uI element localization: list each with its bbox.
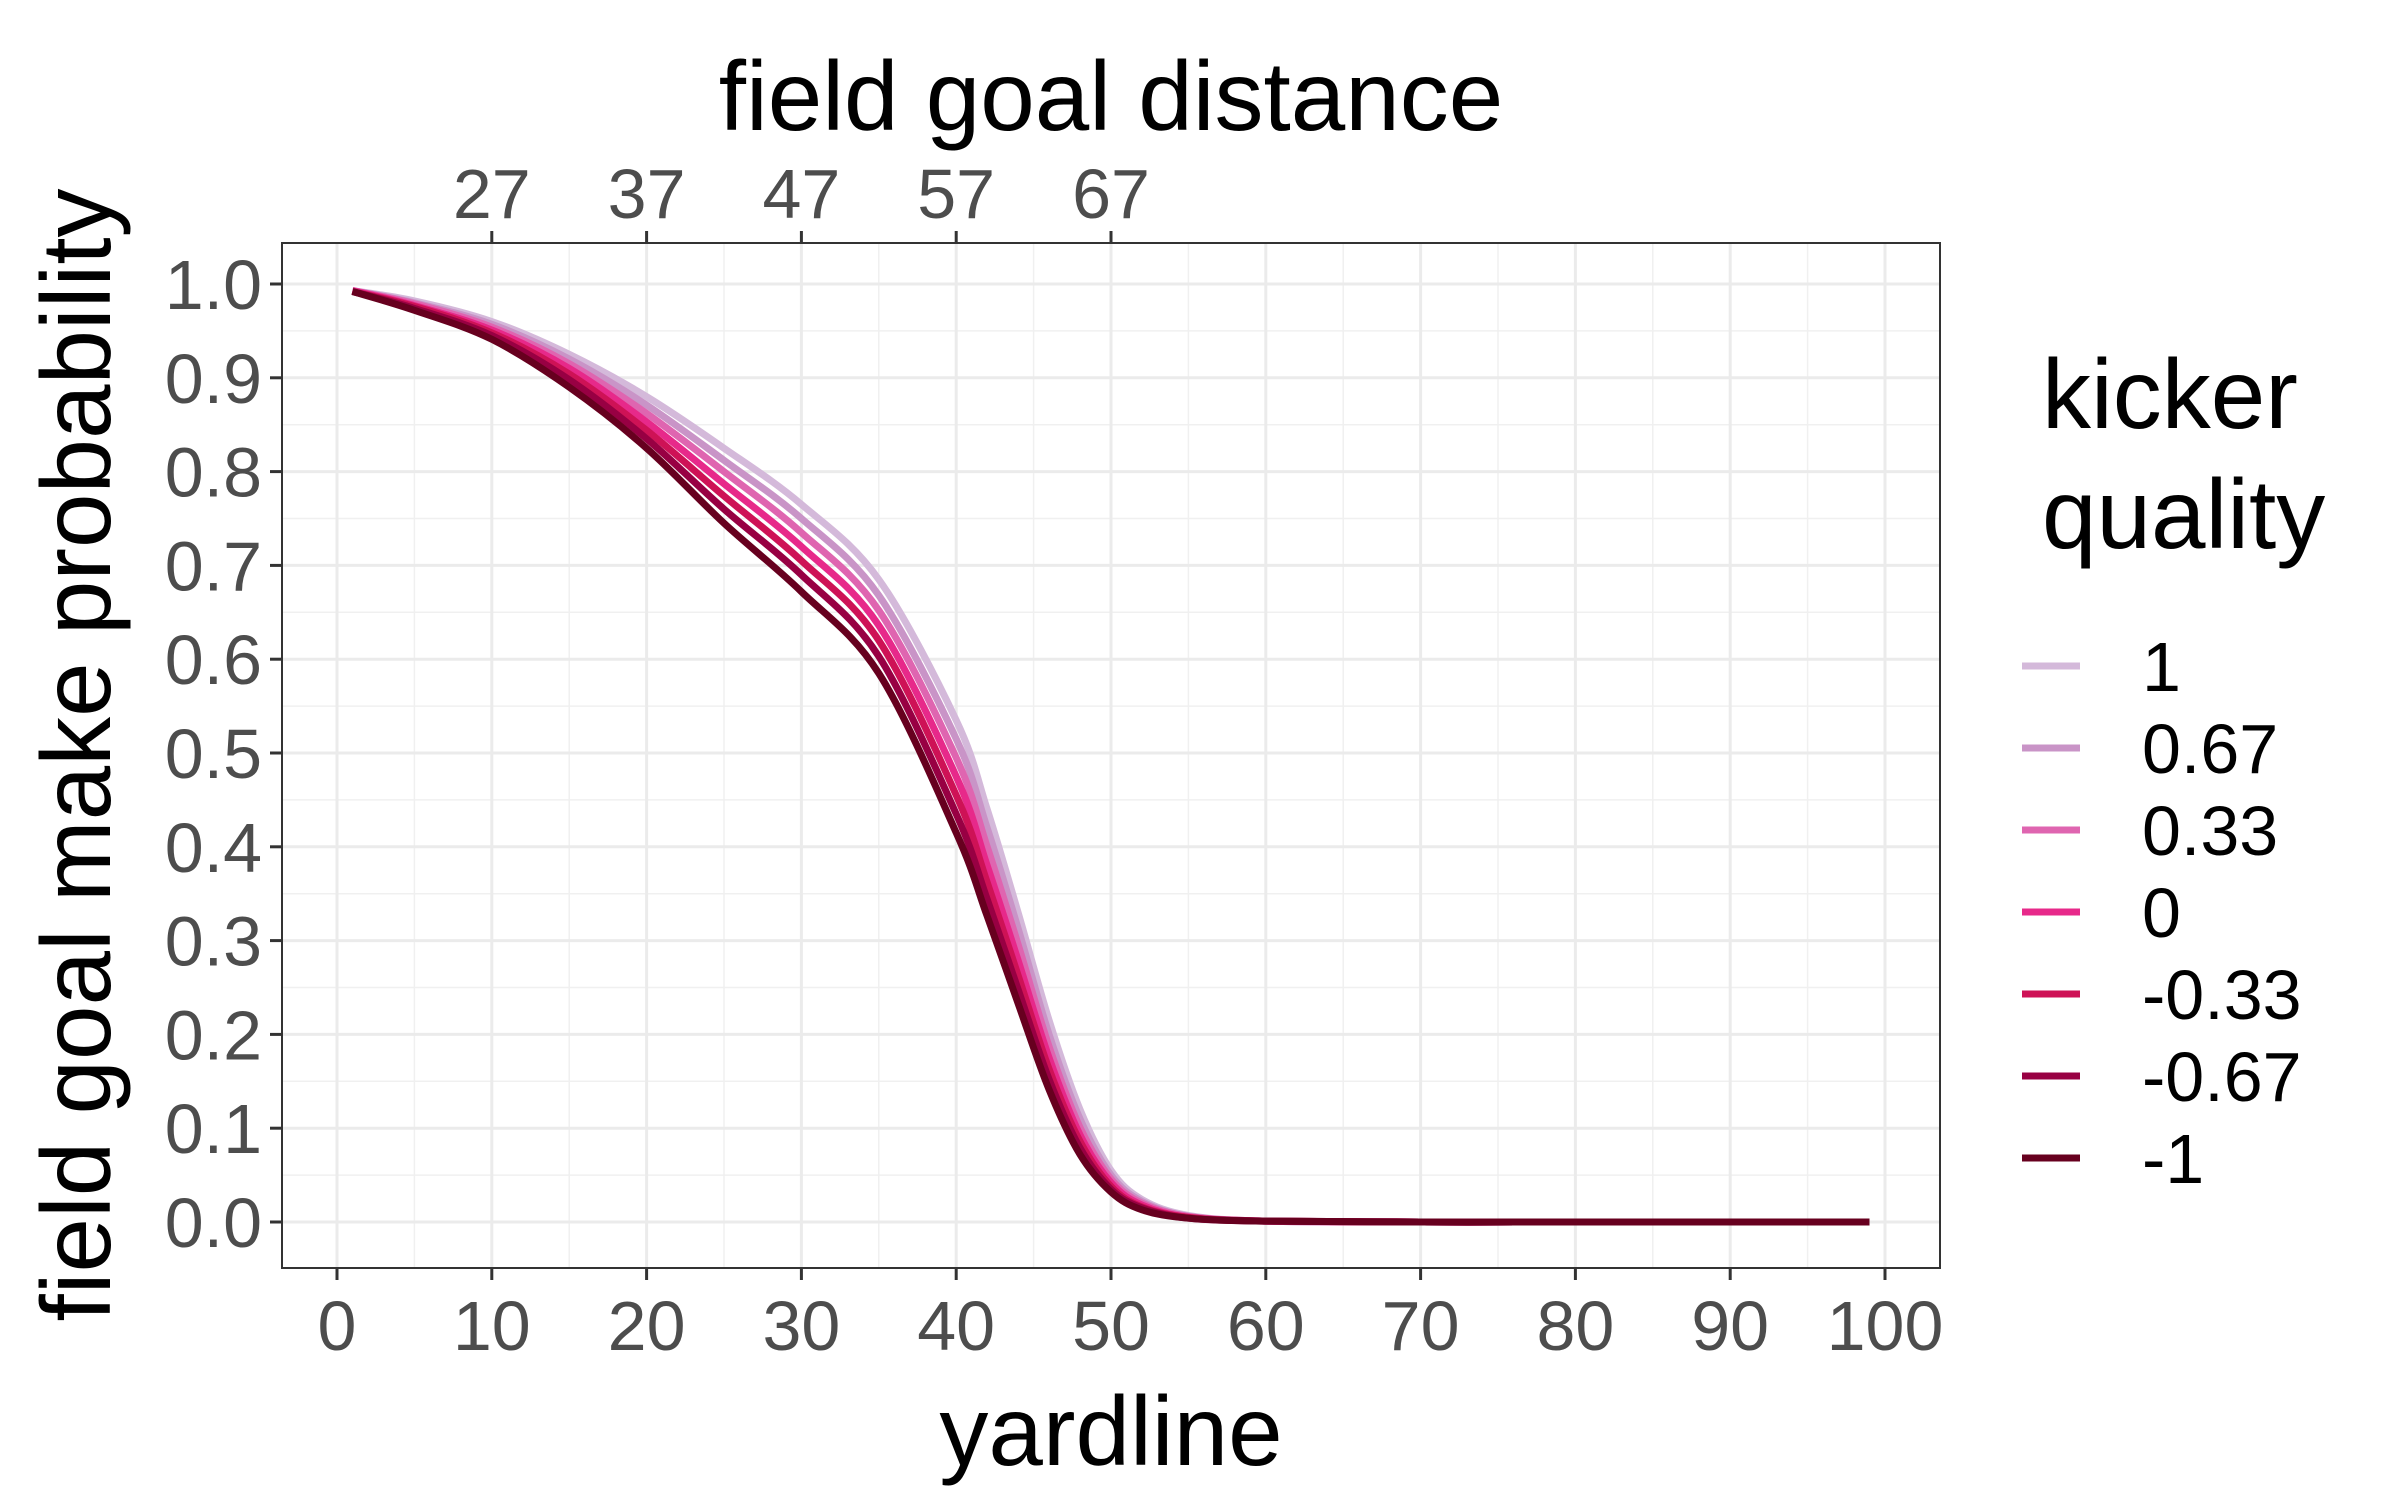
legend-items: 10.670.330-0.33-0.67-1: [2022, 628, 2302, 1198]
x-tick-label: 30: [762, 1287, 840, 1365]
legend-title-line: quality: [2042, 459, 2325, 569]
legend-label--1: -1: [2142, 1120, 2204, 1198]
x-tick-label: 20: [608, 1287, 686, 1365]
y-tick-label: 0.8: [165, 434, 262, 512]
y-tick-label: 0.6: [165, 621, 262, 699]
legend: kicker quality 10.670.330-0.33-0.67-1: [2022, 339, 2325, 1198]
x-axis-title: yardline: [939, 1376, 1282, 1486]
y-tick-label: 0.9: [165, 340, 262, 418]
secondary-x-tick-labels: 27 37 47 57 67: [453, 155, 1150, 233]
y-tick-label: 0.0: [165, 1184, 262, 1262]
x-tick-label: 90: [1691, 1287, 1769, 1365]
legend-label-1: 1: [2142, 628, 2181, 706]
x-tick-label: 10: [453, 1287, 531, 1365]
axis-ticks: [270, 231, 1887, 1280]
grid-major: [282, 243, 1940, 1268]
secondary-x-axis-title: field goal distance: [719, 41, 1504, 151]
y-tick-label: 0.3: [165, 903, 262, 981]
y-tick-label: 0.2: [165, 996, 262, 1074]
legend-title: kicker quality: [2042, 339, 2325, 569]
secondary-x-tick-label: 57: [917, 155, 995, 233]
legend-label-0: 0: [2142, 874, 2181, 952]
secondary-x-tick-label: 47: [762, 155, 840, 233]
legend-label-0.33: 0.33: [2142, 792, 2278, 870]
x-tick-label: 60: [1227, 1287, 1305, 1365]
secondary-x-tick-label: 67: [1072, 155, 1150, 233]
secondary-x-tick-label: 27: [453, 155, 531, 233]
secondary-x-tick-label: 37: [608, 155, 686, 233]
y-tick-label: 0.7: [165, 527, 262, 605]
legend-label-0.67: 0.67: [2142, 710, 2278, 788]
x-tick-label: 50: [1072, 1287, 1150, 1365]
y-tick-labels: 0.0 0.1 0.2 0.3 0.4 0.5 0.6 0.7 0.8 0.9 1.0: [165, 246, 262, 1262]
series-lines: [351, 287, 1870, 1226]
x-tick-label: 0: [318, 1287, 357, 1365]
y-tick-label: 0.1: [165, 1090, 262, 1168]
series-line--1: [351, 288, 1870, 1226]
legend-label--0.33: -0.33: [2142, 956, 2302, 1034]
legend-title-line: kicker: [2042, 339, 2298, 449]
legend-label--0.67: -0.67: [2142, 1038, 2302, 1116]
x-tick-label: 100: [1827, 1287, 1944, 1365]
x-tick-label: 70: [1382, 1287, 1460, 1365]
y-axis-title: field goal make probability: [21, 188, 131, 1321]
y-tick-label: 0.4: [165, 809, 262, 887]
x-tick-labels: 0 10 20 30 40 50 60 70 80 90 100: [318, 1287, 1944, 1365]
y-tick-label: 0.5: [165, 715, 262, 793]
x-tick-label: 80: [1536, 1287, 1614, 1365]
y-tick-label: 1.0: [165, 246, 262, 324]
x-tick-label: 40: [917, 1287, 995, 1365]
